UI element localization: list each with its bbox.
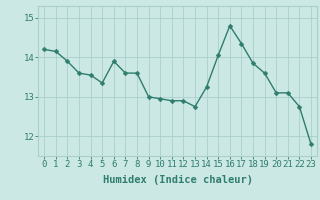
X-axis label: Humidex (Indice chaleur): Humidex (Indice chaleur): [103, 175, 252, 185]
